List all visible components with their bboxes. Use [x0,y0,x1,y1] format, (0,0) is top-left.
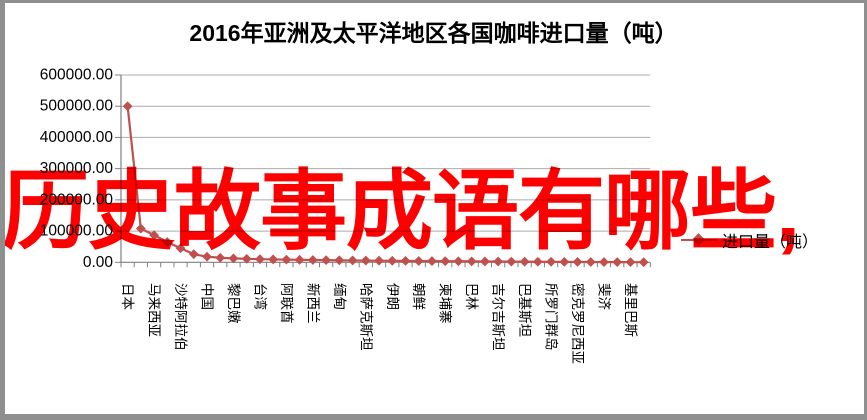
data-point-diamond [360,255,371,266]
data-point-diamond [135,223,146,234]
x-tick-label: 缅甸 [332,283,347,310]
data-point-diamond [294,254,305,265]
data-point-diamond [202,251,212,262]
data-point-diamond [162,237,173,247]
x-tick-label: 吉尔吉斯坦 [491,283,506,350]
x-tick-label: 黎巴嫩 [226,283,241,324]
y-tick-label: 200000.00 [40,191,114,208]
data-point-diamond [572,257,583,267]
x-tick-label: 伊朗 [385,283,400,310]
y-tick-label: 100000.00 [40,223,114,240]
y-tick-label: 500000.00 [40,98,114,115]
x-tick-label: 日本 [120,283,135,310]
y-tick-label: 0.00 [83,254,114,271]
data-point-diamond [625,257,636,268]
chart-title: 2016年亚洲及太平洋地区各国咖啡进口量（吨） [189,20,678,46]
data-point-diamond [453,256,464,267]
data-point-diamond [506,256,517,267]
data-point-diamond [347,255,358,266]
x-tick-label: 所罗门群岛 [544,283,559,351]
data-point-diamond [546,256,556,267]
data-point-diamond [149,230,159,241]
data-point-diamond [638,257,649,268]
data-point-diamond [559,256,570,267]
x-tick-label: 中国 [200,283,215,310]
data-point-diamond [599,257,609,267]
legend-label: 进口量（吨） [722,234,819,251]
x-tick-label: 巴基斯坦 [517,283,533,337]
x-tick-label: 台湾 [252,283,268,310]
legend: 进口量（吨） [681,228,818,252]
data-point-diamond [175,243,186,254]
y-tick-label: 600000.00 [40,67,114,84]
data-point-diamond [440,256,451,267]
data-point-diamond [493,256,504,267]
data-point-diamond [255,254,265,265]
x-tick-label: 柬埔寨 [438,283,454,324]
data-point-diamond [188,249,199,260]
data-point-diamond [413,256,424,266]
data-point-diamond [334,255,345,266]
legend-diamond-icon [692,233,705,246]
data-point-diamond [585,257,596,267]
x-tick-label: 朝鲜 [411,283,426,310]
x-tick-label: 哈萨克斯坦 [358,283,373,351]
data-point-diamond [519,256,530,267]
data-point-diamond [321,255,332,266]
y-tick-label: 400000.00 [40,129,114,146]
data-point-diamond [281,254,292,265]
x-tick-label: 阿联酋 [279,283,295,324]
y-tick-label: 300000.00 [40,160,114,177]
series-line [126,106,644,264]
data-point-diamond [215,252,226,263]
data-point-diamond [228,253,239,264]
x-tick-label: 密克罗尼西亚 [570,283,586,364]
data-point-diamond [374,255,384,266]
x-tick-label: 沙特阿拉伯 [173,283,188,351]
data-point-diamond [479,256,490,267]
data-point-diamond [268,254,279,265]
data-point-diamond [122,101,133,112]
data-point-diamond [466,256,477,267]
x-tick-label: 新西兰 [305,283,320,324]
data-point-diamond [241,253,252,264]
x-tick-label: 巴林 [464,283,479,310]
x-tick-label: 基里巴斯 [623,283,639,337]
data-point-diamond [307,255,318,265]
data-point-diamond [427,256,437,266]
x-tick-label: 斐济 [596,283,611,310]
data-point-diamond [612,257,623,268]
data-point-diamond [400,255,411,266]
data-point-diamond [532,256,543,267]
data-point-diamond [387,255,398,266]
x-tick-label: 马来西亚 [147,283,162,337]
legend-series-marker-icon [681,233,717,247]
